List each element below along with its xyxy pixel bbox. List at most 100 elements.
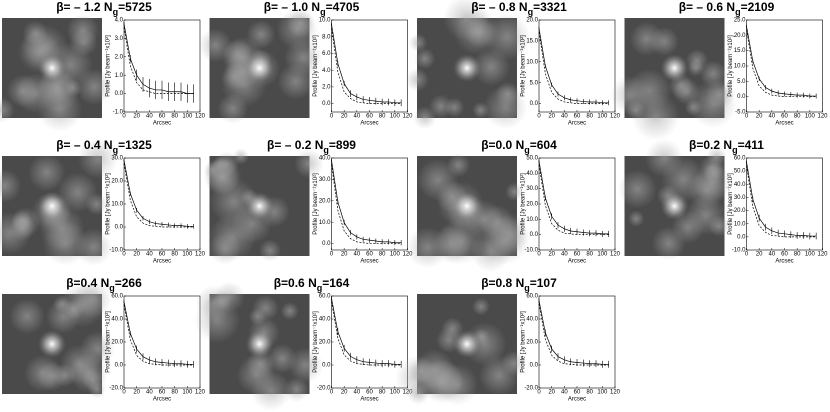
x-tick-label: 100 [390,114,401,120]
x-tick-label: 80 [379,114,386,120]
x-tick-label: 80 [171,252,178,258]
noise [232,148,250,165]
plot-frame [123,157,201,251]
y-tick-label: 6.0 [322,51,331,57]
y-tick-label: 20.0 [526,340,538,346]
y-tick-label: 0.0 [737,94,746,100]
y-tick-label: 20.0 [734,33,746,39]
noise [74,228,113,266]
panel-title: β= – 0.6 Ng=2109 [679,0,775,17]
profile-line [746,161,817,237]
plot-frame [538,157,616,251]
title-sub: g [524,145,530,155]
noise [63,299,84,320]
profile-line [331,164,402,244]
x-axis-label: Arcsec [568,121,586,127]
y-tick-label: 0.0 [115,363,124,369]
y-tick-label: -20.0 [317,386,331,392]
y-tick-label: 1.0 [115,73,124,79]
x-tick-label: 20 [133,252,140,258]
image-panel [198,8,323,124]
noise [217,93,249,124]
y-axis-label: Profile [Jy beam⁻¹x10²] [313,173,319,235]
source [453,192,481,220]
x-tick-label: 20 [756,114,763,120]
x-tick-label: 120 [402,252,413,258]
x-tick-label: 60 [159,252,166,258]
x-tick-label: 40 [353,252,360,258]
noise [405,67,429,92]
title-part: β= – 0.6 N [679,0,735,14]
profile-line [331,28,402,104]
y-tick-label: -20.0 [109,386,123,392]
noise [87,380,106,399]
x-tick-label: 60 [574,252,581,258]
title-part: =604 [530,138,557,152]
panel-title: β=0.4 Ng=266 [66,276,142,293]
image-panel [0,14,113,132]
x-tick-label: 0 [330,390,334,396]
panel-title: β= – 1.2 Ng=5725 [56,0,152,17]
noise [443,0,489,41]
title-part: β= – 0.4 N [56,138,112,152]
x-tick-label: 20 [548,390,555,396]
profile-line [331,160,402,244]
noise [651,226,686,261]
x-tick-label: 0 [330,114,334,120]
title-part: β=0.8 N [481,276,524,290]
image-panel [2,280,115,399]
y-tick-label: 50.0 [526,156,538,162]
y-tick-label: 2.0 [322,84,331,90]
noise [627,210,645,227]
y-tick-label: 4.0 [322,68,331,74]
x-axis-label: Arcsec [775,121,793,127]
y-tick-label: 40.0 [526,317,538,323]
noise [685,49,709,72]
y-tick-label: 60.0 [526,294,538,300]
profile-line [538,28,609,104]
title-sub: g [323,145,329,155]
source [660,192,689,220]
y-tick-label: 10.0 [526,217,538,223]
y-tick-label: 30.0 [319,177,331,183]
profile-line [746,29,817,98]
x-axis-label: Arcsec [153,259,171,265]
y-tick-label: 10.0 [734,64,746,70]
profile-line [538,161,609,235]
y-tick-label: 10.0 [111,202,123,208]
y-tick-label: 8.0 [322,34,331,40]
x-tick-label: 60 [366,390,373,396]
x-tick-label: 40 [768,252,775,258]
noise [408,33,428,53]
y-tick-label: -10.0 [524,248,538,254]
profile-line [538,32,609,104]
title-part: β=0.2 N [689,138,732,152]
profile-line [538,300,609,365]
y-tick-label: 30.0 [734,195,746,201]
y-tick-label: 5.0 [530,80,539,86]
panel-title: β=0.2 Ng=411 [689,138,764,155]
noise [294,148,324,179]
noise [617,169,657,209]
y-tick-label: 60.0 [319,294,331,300]
source [245,330,274,358]
title-part: β= – 1.0 N [264,0,320,14]
noise [288,347,324,383]
y-tick-label: 0.0 [737,234,746,240]
y-tick-label: 40.0 [526,171,538,177]
x-tick-label: 100 [597,114,608,120]
profile-line [123,160,194,227]
x-tick-label: 120 [195,114,206,120]
noise [631,92,680,141]
noise [416,159,459,201]
x-tick-label: 100 [805,252,816,258]
x-axis-label: Arcsec [360,259,378,265]
title-part: β= – 0.2 N [267,138,323,152]
y-tick-label: 2.0 [115,54,124,60]
y-tick-label: 20.0 [111,179,123,185]
x-tick-label: 40 [768,114,775,120]
x-tick-label: 0 [745,114,749,120]
x-tick-label: 120 [195,252,206,258]
title-sub: g [732,145,738,155]
